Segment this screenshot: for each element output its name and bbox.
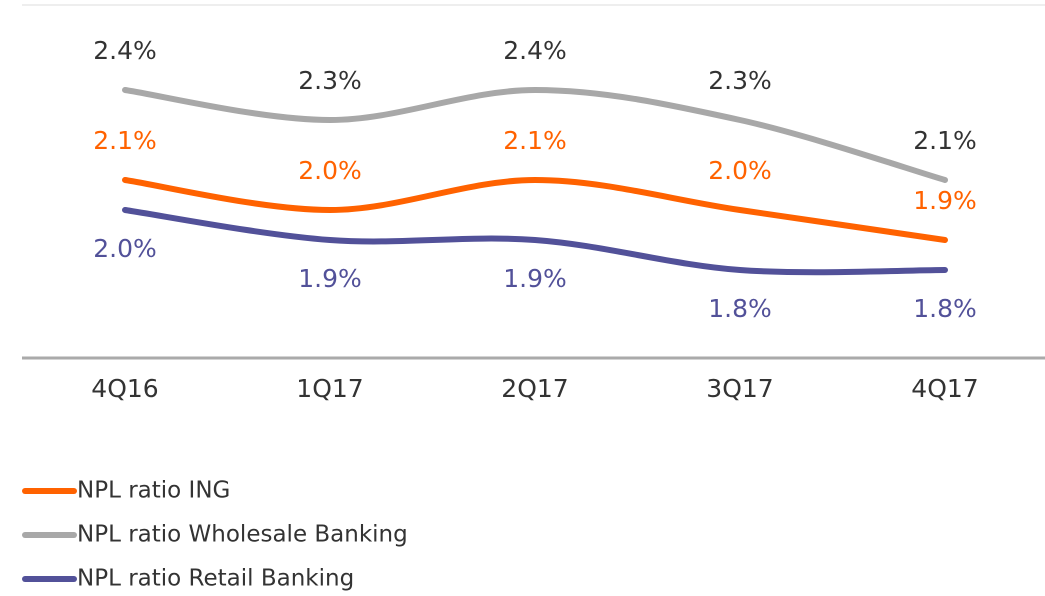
- data-label: 2.1%: [93, 126, 157, 155]
- data-label: 2.4%: [503, 36, 567, 65]
- data-label: 1.9%: [913, 186, 977, 215]
- data-label: 2.0%: [708, 156, 772, 185]
- x-tick-label: 3Q17: [706, 374, 773, 403]
- x-tick-label: 4Q16: [91, 374, 158, 403]
- data-label: 2.3%: [708, 66, 772, 95]
- legend-label: NPL ratio Retail Banking: [77, 566, 354, 592]
- x-tick-label: 4Q17: [911, 374, 978, 403]
- data-label: 1.8%: [708, 294, 772, 323]
- data-label: 1.9%: [503, 264, 567, 293]
- data-label: 2.1%: [913, 126, 977, 155]
- legend-label: NPL ratio ING: [77, 478, 230, 504]
- line: [122, 86, 948, 183]
- x-tick-label: 2Q17: [501, 374, 568, 403]
- line: [122, 176, 948, 243]
- data-label: 1.9%: [298, 264, 362, 293]
- line: [122, 207, 948, 276]
- data-label: 2.4%: [93, 36, 157, 65]
- data-label: 2.0%: [298, 156, 362, 185]
- data-label: 2.3%: [298, 66, 362, 95]
- x-tick-label: 1Q17: [296, 374, 363, 403]
- legend-label: NPL ratio Wholesale Banking: [77, 522, 408, 548]
- data-label: 2.1%: [503, 126, 567, 155]
- data-label: 1.8%: [913, 294, 977, 323]
- data-label: 2.0%: [93, 234, 157, 263]
